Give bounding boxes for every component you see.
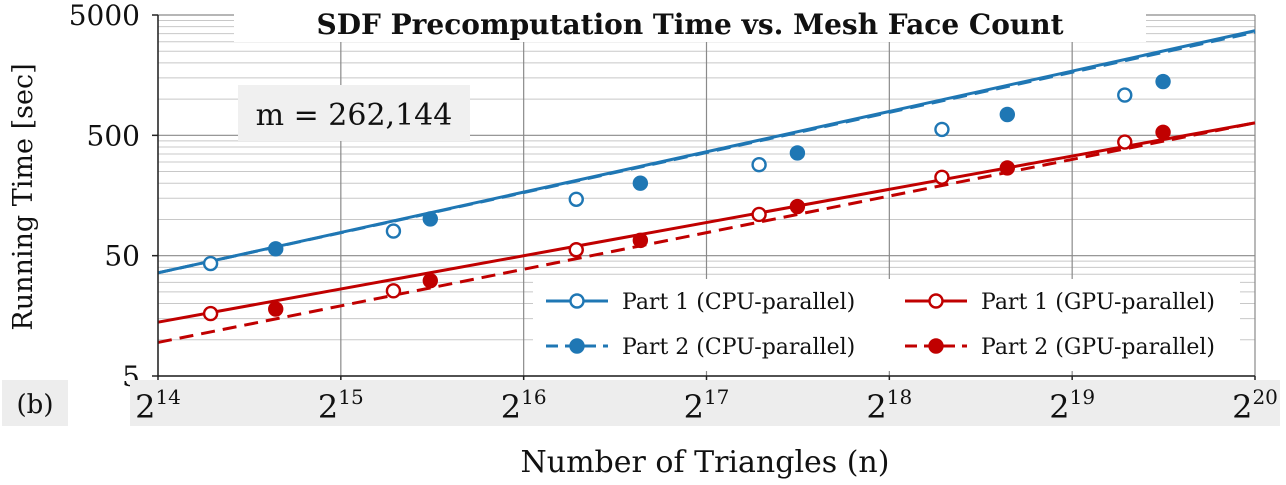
panel-label: (b) (17, 390, 54, 420)
x-tick-label: 216 (501, 385, 547, 426)
data-point (422, 272, 439, 289)
y-tick-label: 50 (104, 240, 140, 273)
data-point (1155, 73, 1171, 90)
y-tick-label: 5000 (69, 0, 140, 32)
legend-swatch-marker (569, 338, 585, 354)
title-background (234, 4, 1146, 42)
x-tick-label: 217 (684, 385, 730, 426)
data-point (751, 206, 767, 223)
legend-swatch-marker (928, 293, 944, 309)
series-markers (202, 73, 1171, 322)
x-tick-label: 219 (1049, 385, 1095, 426)
x-tick-exponent: 20 (1252, 385, 1277, 409)
data-point (1155, 124, 1171, 140)
x-tick-label: 218 (866, 385, 912, 426)
x-tick-labels: 214 215 216 217 218 219 220 (135, 385, 1278, 426)
data-point (268, 301, 284, 317)
series-line-1 (157, 30, 1256, 275)
legend-label: Part 2 (GPU-parallel) (981, 335, 1215, 360)
series-lines (157, 29, 1256, 344)
y-tick-label: 500 (87, 119, 140, 152)
data-point (999, 106, 1016, 123)
x-tick-base: 2 (135, 388, 155, 426)
data-point (1117, 134, 1133, 150)
x-tick-exponent: 16 (521, 385, 546, 409)
data-point (422, 211, 439, 227)
legend-box (533, 279, 1240, 371)
data-point (568, 191, 584, 208)
data-point (751, 157, 767, 173)
x-tick-base: 2 (318, 388, 338, 426)
legend: Part 1 (CPU-parallel) Part 1 (GPU-paralle… (533, 279, 1240, 371)
legend-label: Part 1 (CPU-parallel) (622, 290, 855, 315)
x-tick-exponent: 15 (338, 385, 363, 409)
data-point (934, 169, 950, 185)
legend-swatch-marker (928, 338, 944, 354)
legend-swatch-marker (569, 293, 585, 309)
data-point (568, 242, 584, 258)
data-point (385, 223, 402, 239)
legend-label: Part 1 (GPU-parallel) (981, 290, 1215, 315)
x-tick-exponent: 18 (887, 385, 912, 409)
data-point (632, 175, 649, 191)
panel-label-background (2, 380, 68, 426)
data-point (789, 145, 806, 161)
data-point (1117, 87, 1133, 103)
data-point (385, 283, 402, 299)
data-point (789, 198, 806, 215)
x-tick-base: 2 (501, 388, 521, 426)
annotation-box (238, 85, 470, 141)
x-tick-label: 215 (318, 385, 364, 426)
y-axis-label: Running Time [sec] (8, 63, 39, 330)
x-axis-label: Number of Triangles (n) (521, 445, 890, 480)
chart-title: SDF Precomputation Time vs. Mesh Face Co… (316, 8, 1063, 41)
axes-frame (152, 14, 1256, 382)
x-tick-base: 2 (1232, 388, 1252, 426)
data-point (202, 255, 219, 272)
legend-label: Part 2 (CPU-parallel) (622, 335, 855, 360)
x-tick-exponent: 19 (1070, 385, 1095, 409)
x-tick-exponent: 17 (704, 385, 729, 409)
series-line-2 (157, 121, 1256, 324)
x-tick-label: 220 (1232, 385, 1278, 426)
x-tick-label: 214 (135, 385, 181, 426)
annotation-text: m = 262,144 (256, 98, 453, 133)
data-point (632, 232, 649, 249)
data-point (202, 305, 219, 322)
x-tick-exponent: 14 (155, 385, 180, 409)
x-tick-base: 2 (866, 388, 886, 426)
x-tick-base: 2 (684, 388, 704, 426)
data-point (934, 121, 950, 138)
x-tick-band (130, 380, 1280, 426)
series-line-3 (157, 121, 1256, 344)
data-point (268, 241, 284, 257)
data-point (999, 160, 1016, 176)
x-tick-base: 2 (1049, 388, 1069, 426)
